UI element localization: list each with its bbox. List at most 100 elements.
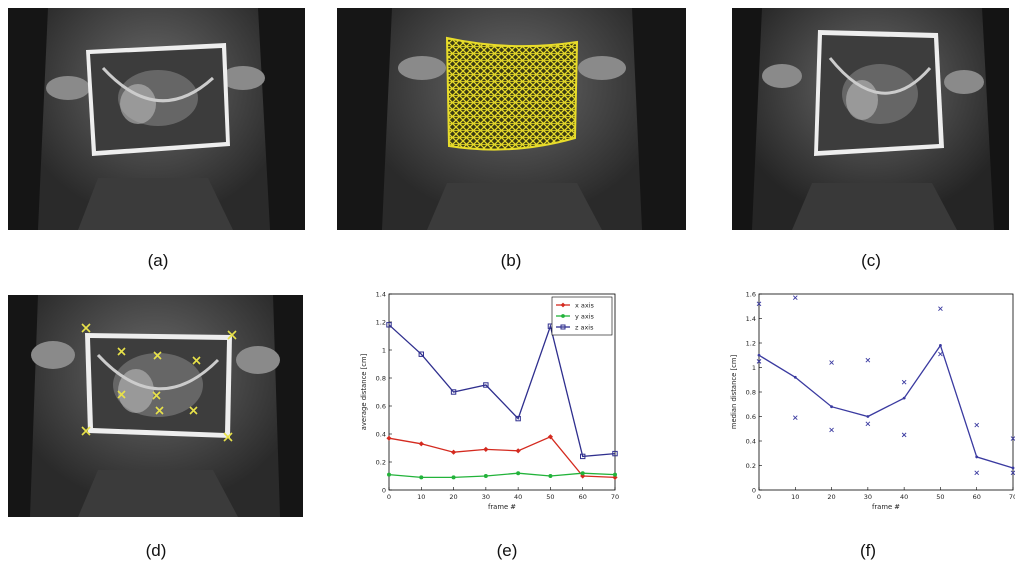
x-tick-label: 70 bbox=[611, 493, 619, 501]
series-line-0 bbox=[758, 343, 1014, 469]
error-marker bbox=[865, 357, 871, 363]
marker-11 bbox=[223, 432, 233, 442]
photo-panel-b bbox=[337, 8, 686, 230]
data-point bbox=[612, 450, 618, 457]
data-point bbox=[515, 415, 521, 422]
x-tick-label: 0 bbox=[387, 493, 391, 501]
y-tick-label: 1.4 bbox=[376, 290, 386, 298]
photo-b-drawing bbox=[337, 8, 686, 230]
x-axis-label: frame # bbox=[488, 503, 516, 511]
photo-panel-d bbox=[8, 295, 303, 517]
chart-f: 0 10 20 30 40 50 60 70 0 0.2 0.4 0.6 0.8 1 1.2 1.4 1.6 fr… bbox=[730, 290, 1015, 511]
chart-panel-f: 0 10 20 30 40 50 60 70 0 0.2 0.4 0.6 0.8 1 1.2 1.4 1.6 fr… bbox=[725, 284, 1015, 524]
y-tick-label: 0.6 bbox=[746, 413, 756, 421]
marker-2 bbox=[227, 330, 237, 340]
marker-9 bbox=[155, 406, 164, 415]
error-marker bbox=[829, 360, 834, 365]
marker-6 bbox=[117, 390, 126, 399]
error-marker bbox=[792, 295, 798, 300]
y-tick-label: 1.6 bbox=[746, 290, 756, 298]
error-marker bbox=[974, 470, 980, 476]
photo-panel-c bbox=[732, 8, 1009, 230]
error-marker bbox=[865, 421, 871, 427]
series-line-1 bbox=[388, 472, 616, 479]
caption-d: (d) bbox=[145, 541, 167, 560]
data-point bbox=[548, 474, 553, 478]
x-tick-label: 10 bbox=[417, 493, 425, 501]
series-line-0 bbox=[388, 436, 616, 479]
y-tick-label: 1.2 bbox=[376, 318, 386, 326]
feature-markers bbox=[81, 323, 237, 442]
data-point bbox=[386, 322, 392, 328]
poster-a bbox=[86, 43, 230, 156]
error-marker bbox=[938, 351, 943, 357]
legend-label: y axis bbox=[575, 312, 595, 320]
y-tick-label: 1.2 bbox=[746, 339, 756, 347]
y-tick-label: 0.8 bbox=[376, 374, 386, 382]
legend-label: z axis bbox=[575, 323, 594, 331]
data-point bbox=[793, 375, 797, 379]
series-line-2 bbox=[388, 323, 616, 458]
photo-d-drawing bbox=[8, 295, 303, 517]
data-point bbox=[387, 472, 391, 477]
data-point bbox=[418, 351, 424, 357]
error-marker bbox=[829, 427, 834, 433]
data-point bbox=[450, 449, 457, 455]
x-tick-label: 40 bbox=[514, 493, 522, 501]
data-point bbox=[1011, 466, 1015, 470]
x-tick-label: 60 bbox=[973, 493, 981, 501]
x-tick-label: 20 bbox=[449, 493, 457, 501]
x-tick-label: 40 bbox=[900, 493, 908, 501]
data-point bbox=[613, 472, 617, 477]
poster-d bbox=[85, 333, 232, 438]
marker-10 bbox=[81, 426, 91, 436]
error-marker bbox=[756, 359, 762, 364]
data-point bbox=[483, 474, 488, 478]
marker-5 bbox=[192, 356, 201, 365]
error-marker bbox=[901, 432, 907, 438]
data-point bbox=[516, 471, 521, 476]
caption-b: (b) bbox=[500, 251, 522, 270]
x-tick-label: 10 bbox=[791, 493, 799, 501]
data-point bbox=[450, 389, 457, 395]
legend-marker bbox=[560, 302, 566, 308]
marker-8 bbox=[189, 406, 198, 415]
error-marker bbox=[1010, 436, 1015, 441]
caption-e: (e) bbox=[496, 541, 518, 560]
poster-c bbox=[814, 30, 944, 156]
y-tick-label: 0 bbox=[752, 486, 756, 494]
y-tick-label: 0.4 bbox=[376, 430, 386, 438]
x-tick-label: 30 bbox=[864, 493, 872, 501]
x-tick-label: 70 bbox=[1009, 493, 1015, 501]
data-point bbox=[830, 405, 833, 409]
x-tick-label: 50 bbox=[936, 493, 944, 501]
x-tick-label: 30 bbox=[482, 493, 490, 501]
y-tick-label: 1.4 bbox=[746, 315, 756, 323]
y-tick-label: 0.4 bbox=[746, 437, 756, 445]
mesh-overlay bbox=[445, 36, 579, 151]
data-point bbox=[902, 396, 906, 400]
error-marker bbox=[901, 379, 907, 385]
error-marker bbox=[938, 306, 943, 312]
y-tick-label: 1 bbox=[382, 346, 386, 354]
data-point bbox=[483, 382, 489, 388]
y-tick-label: 0.8 bbox=[746, 388, 756, 396]
error-marker bbox=[756, 301, 762, 307]
photo-c-drawing bbox=[732, 8, 1009, 230]
caption-a: (a) bbox=[147, 251, 169, 270]
photo-panel-a bbox=[8, 8, 305, 230]
x-tick-label: 20 bbox=[827, 493, 835, 501]
chart-panel-e: 0 10 20 30 40 50 60 70 0 0.2 0.4 0.6 0.8 1 1.2 1.4 frame… bbox=[355, 284, 625, 524]
marker-7 bbox=[152, 391, 161, 400]
legend-marker bbox=[561, 314, 565, 318]
data-point bbox=[580, 471, 585, 476]
y-tick-label: 0.2 bbox=[746, 462, 756, 470]
x-axis-label: frame # bbox=[872, 503, 900, 511]
data-point bbox=[386, 435, 392, 441]
data-point bbox=[757, 353, 761, 357]
data-point bbox=[580, 453, 586, 460]
plot-area bbox=[758, 293, 1014, 491]
caption-c: (c) bbox=[861, 251, 881, 270]
y-tick-label: 1 bbox=[752, 364, 756, 372]
y-axis-label: average distance [cm] bbox=[360, 353, 368, 430]
